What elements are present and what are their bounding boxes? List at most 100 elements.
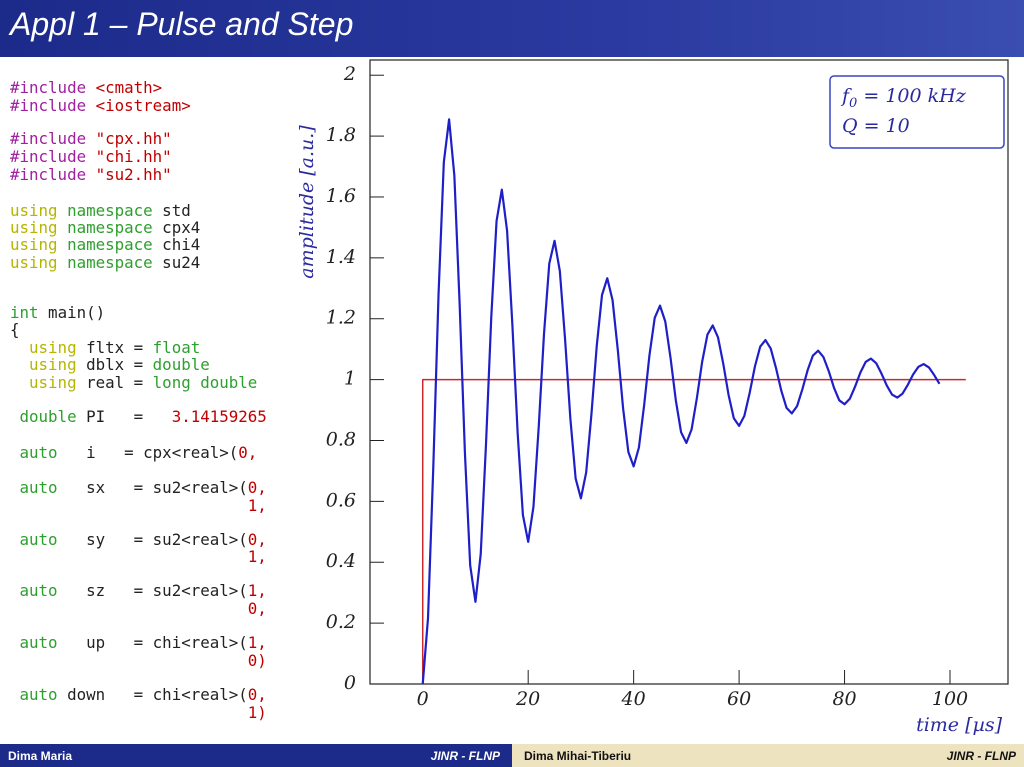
- code-line: auto up = chi<real>(1,: [10, 634, 267, 652]
- x-axis-label: time [µs]: [916, 714, 1003, 736]
- code-token: cpx4: [152, 218, 201, 237]
- code-token: 3.14159265: [171, 407, 267, 426]
- code-token: auto: [10, 581, 58, 600]
- code-token: double: [143, 355, 210, 374]
- code-token: long double: [143, 373, 258, 392]
- code-token: 0,: [247, 530, 267, 549]
- footer-right: Dima Mihai-Tiberiu JINR - FLNP: [512, 744, 1024, 767]
- annotation-text: = 100 kHz: [857, 85, 966, 107]
- code-line: 1,: [10, 497, 267, 515]
- code-token: double: [10, 407, 77, 426]
- code-token: up = chi<real>(: [57, 633, 248, 652]
- code-line: auto sz = su2<real>(1,: [10, 582, 267, 600]
- code-token: auto: [10, 530, 58, 549]
- code-token: 0,: [247, 685, 267, 704]
- code-token: int: [10, 303, 39, 322]
- code-token: {: [10, 320, 20, 339]
- code-token: std: [152, 201, 191, 220]
- code-token: chi4: [152, 235, 201, 254]
- chart: amplitude [a.u.] time [µs] 0 0.2 0.4 0.6 0.8…: [290, 57, 1024, 744]
- code-token: using: [10, 253, 58, 272]
- header: Appl 1 – Pulse and Step: [0, 0, 1024, 57]
- y-tick-label: 1.8: [326, 124, 356, 146]
- code-token: "su2.hh": [86, 165, 172, 184]
- data-line: [421, 118, 941, 685]
- code-token: <iostream>: [86, 96, 191, 115]
- code-line: 0,: [10, 600, 267, 618]
- code-token: fltx =: [76, 338, 144, 357]
- code-token: using: [10, 218, 58, 237]
- annotation: f0 = 100 kHz: [840, 85, 967, 111]
- footer-left: Dima Maria JINR - FLNP: [0, 744, 512, 767]
- y-tick-label: 2: [343, 63, 356, 85]
- code-line: auto down = chi<real>(0,: [10, 686, 267, 704]
- plot-frame: [369, 59, 1009, 685]
- x-tick-label: 80: [832, 688, 856, 710]
- x-tick-label: 40: [621, 688, 646, 710]
- code-token: "chi.hh": [86, 147, 172, 166]
- annotation-box: [829, 75, 1005, 149]
- code-line: using namespace su24: [10, 254, 200, 272]
- y-tick-label: 1.4: [326, 246, 356, 268]
- code-token: <cmath>: [86, 78, 163, 97]
- code-token: i = cpx<real>(: [57, 443, 239, 462]
- code-token: 0,: [247, 478, 267, 497]
- y-tick-label: 0: [344, 672, 356, 694]
- code-line: 1): [10, 704, 267, 722]
- y-tick-label: 0.2: [326, 611, 356, 633]
- code-token: 0): [10, 651, 267, 670]
- code-token: "cpx.hh": [86, 129, 172, 148]
- y-tick-label: 1.2: [326, 307, 356, 329]
- code-line: {: [10, 321, 20, 339]
- code-token: 1): [10, 703, 267, 722]
- x-tick-label: 60: [727, 688, 751, 710]
- code-line: #include "cpx.hh": [10, 130, 172, 148]
- annotation-subscript: 0: [849, 96, 857, 111]
- annotation-text: f: [840, 85, 852, 107]
- chart-background: [290, 57, 1024, 744]
- x-tick-label: 0: [417, 688, 429, 710]
- code-token: namespace: [57, 235, 153, 254]
- code-token: 1,: [10, 496, 267, 515]
- code-token: using: [10, 355, 77, 374]
- code-token: using: [10, 201, 58, 220]
- code-line: using dblx = double: [10, 356, 210, 374]
- y-tick-label: 0.4: [326, 550, 356, 572]
- code-token: su24: [152, 253, 201, 272]
- code-token: #include: [10, 96, 87, 115]
- annotation: Q = 10: [842, 115, 910, 137]
- y-tick-label: 0.8: [326, 428, 356, 450]
- code-token: using: [10, 235, 58, 254]
- y-axis-label: amplitude [a.u.]: [296, 125, 318, 279]
- code-line: #include <iostream>: [10, 97, 191, 115]
- code-token: #include: [10, 78, 87, 97]
- code-line: auto i = cpx<real>(0,: [10, 443, 258, 462]
- footer-author: Dima Mihai-Tiberiu: [524, 749, 632, 763]
- code-token: float: [143, 338, 201, 357]
- code-token: auto: [10, 633, 58, 652]
- code-token: sy = su2<real>(: [57, 530, 248, 549]
- code-token: namespace: [57, 253, 153, 272]
- code-token: 1,: [10, 547, 267, 566]
- code-line: #include <cmath>: [10, 79, 162, 97]
- code-line: int main(): [10, 304, 105, 322]
- code-token: PI =: [76, 407, 172, 426]
- code-line: using fltx = float: [10, 339, 200, 357]
- code-line: 0): [10, 652, 267, 670]
- code-token: #include: [10, 147, 87, 166]
- code-line: double PI = 3.14159265: [10, 408, 267, 426]
- code-panel: #include <cmath> #include <iostream> #incl…: [0, 57, 290, 744]
- y-tick-label: 0.6: [326, 489, 356, 511]
- code-token: main(): [38, 303, 106, 322]
- code-line: using namespace cpx4: [10, 219, 200, 237]
- x-tick-label: 20: [515, 688, 540, 710]
- data-line: [421, 378, 966, 684]
- code-token: #include: [10, 129, 87, 148]
- code-token: 0,: [10, 599, 267, 618]
- code-line: using namespace chi4: [10, 236, 200, 254]
- code-token: namespace: [57, 218, 153, 237]
- code-line: #include "su2.hh": [10, 166, 172, 184]
- code-token: dblx =: [76, 355, 144, 374]
- code-token: real =: [76, 373, 144, 392]
- code-token: sz = su2<real>(: [57, 581, 248, 600]
